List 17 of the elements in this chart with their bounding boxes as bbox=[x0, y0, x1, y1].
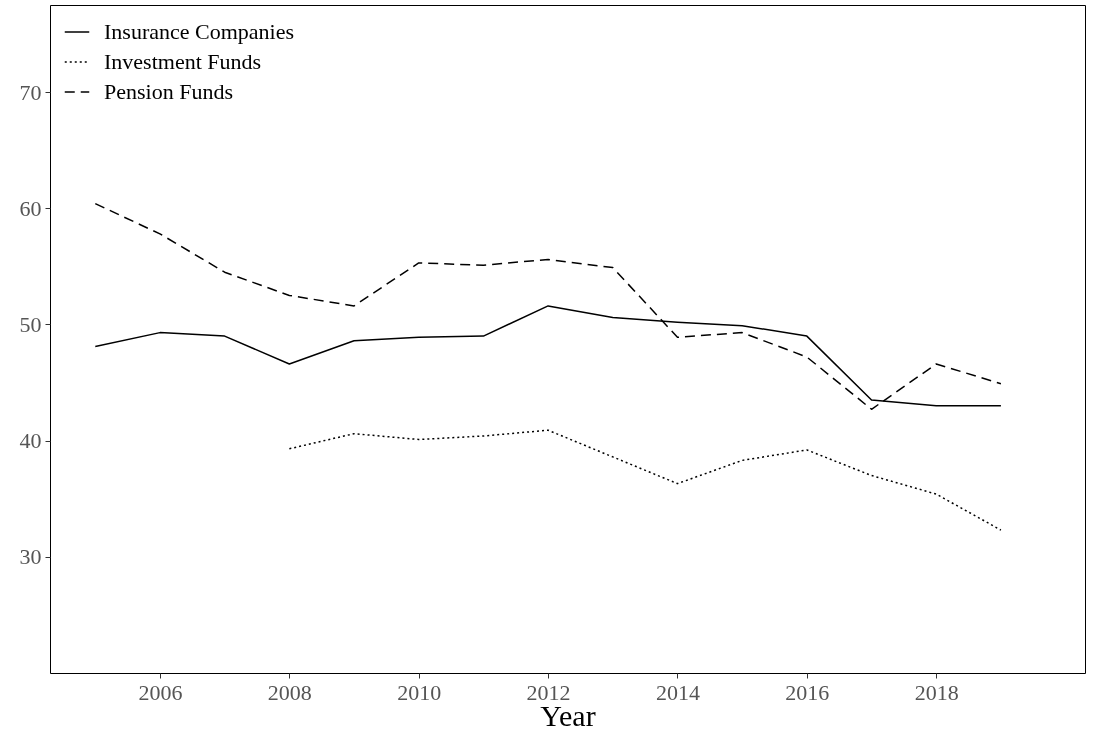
x-tick-label: 2016 bbox=[785, 679, 830, 705]
x-tick-label: 2014 bbox=[655, 679, 700, 705]
x-tick-label: 2018 bbox=[914, 679, 959, 705]
line-series bbox=[288, 429, 1002, 531]
y-tick-label: 30 bbox=[19, 544, 42, 570]
legend-label: Pension Funds bbox=[104, 79, 233, 104]
x-tick-label: 2010 bbox=[397, 679, 442, 705]
legend-label: Insurance Companies bbox=[104, 19, 294, 44]
legend-label: Investment Funds bbox=[104, 49, 262, 74]
x-tick-label: 2006 bbox=[138, 679, 183, 705]
x-tick-label: 2008 bbox=[267, 679, 312, 705]
y-tick-label: 60 bbox=[19, 195, 42, 221]
y-tick-label: 40 bbox=[19, 428, 42, 454]
line-series bbox=[94, 202, 1002, 411]
x-tick-label: 2012 bbox=[526, 679, 571, 705]
y-tick-label: 70 bbox=[19, 79, 42, 105]
y-tick-label: 50 bbox=[19, 311, 42, 337]
